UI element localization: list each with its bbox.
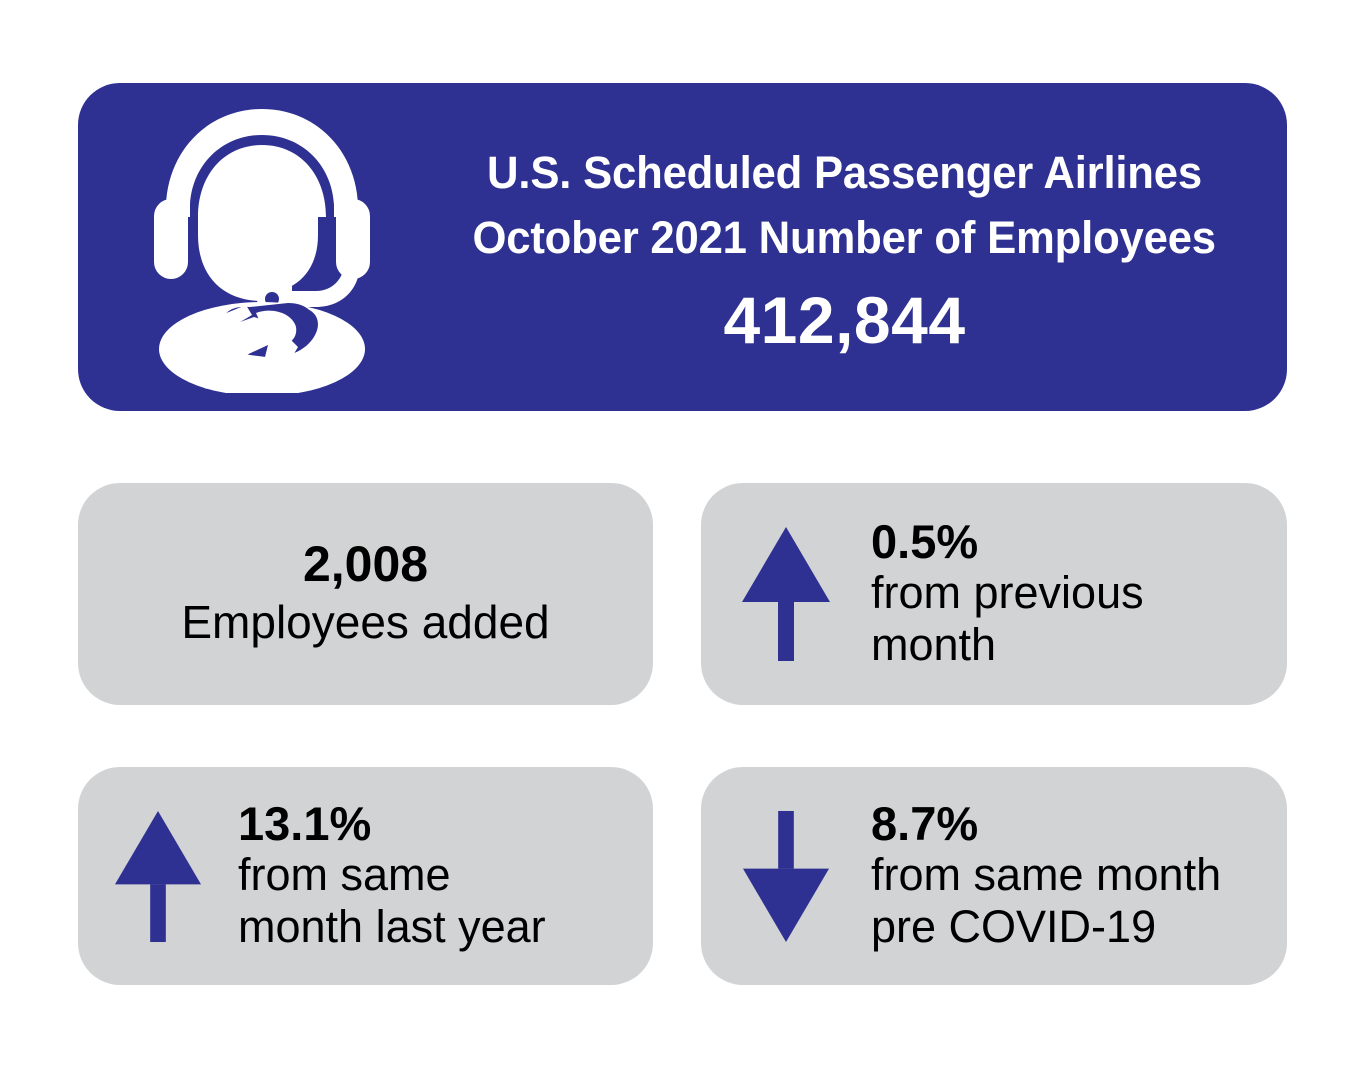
header-banner: U.S. Scheduled Passenger Airlines Octobe…: [78, 83, 1287, 411]
stat-figure-last-year: 13.1%: [238, 796, 372, 850]
stat-card-content: 0.5% from previous month: [701, 483, 1287, 705]
stat-figure-previous-month: 0.5%: [871, 514, 979, 568]
stat-figure-employees-added: 2,008: [302, 536, 429, 593]
header-title-line-2: October 2021 Number of Employees: [472, 211, 1217, 263]
stat-caption-last-year: from same month last year: [238, 848, 546, 953]
stat-caption-previous-month: from previous month: [871, 566, 1144, 671]
stat-caption-pre-covid: from same month pre COVID-19: [871, 848, 1222, 953]
stat-card-pre-covid: 8.7% from same month pre COVID-19: [701, 767, 1287, 985]
stat-card-content: 13.1% from same month last year: [78, 767, 653, 985]
arrow-slot: [78, 808, 238, 945]
stat-figure-pre-covid: 8.7%: [871, 796, 979, 850]
stat-text-block: 0.5% from previous month: [871, 514, 1144, 672]
stat-card-employees-added: 2,008 Employees added: [78, 483, 653, 705]
stat-text-block: 8.7% from same month pre COVID-19: [871, 796, 1222, 954]
stat-card-previous-month: 0.5% from previous month: [701, 483, 1287, 705]
stat-card-content: 8.7% from same month pre COVID-19: [701, 767, 1287, 985]
header-text-group: U.S. Scheduled Passenger Airlines Octobe…: [388, 83, 1287, 411]
arrow-up-icon: [742, 527, 830, 661]
arrow-down-icon: [742, 810, 830, 942]
header-employee-count: 412,844: [723, 283, 966, 358]
header-title-line-1: U.S. Scheduled Passenger Airlines: [487, 146, 1202, 198]
stat-card-content: 2,008 Employees added: [78, 483, 653, 705]
arrow-slot: [701, 524, 871, 664]
arrow-slot: [701, 808, 871, 945]
stat-card-last-year: 13.1% from same month last year: [78, 767, 653, 985]
arrow-up-icon: [114, 810, 202, 942]
stat-caption-employees-added: Employees added: [181, 596, 550, 649]
stat-text-block: 13.1% from same month last year: [238, 796, 546, 954]
headset-agent-airplane-icon: [146, 101, 378, 396]
